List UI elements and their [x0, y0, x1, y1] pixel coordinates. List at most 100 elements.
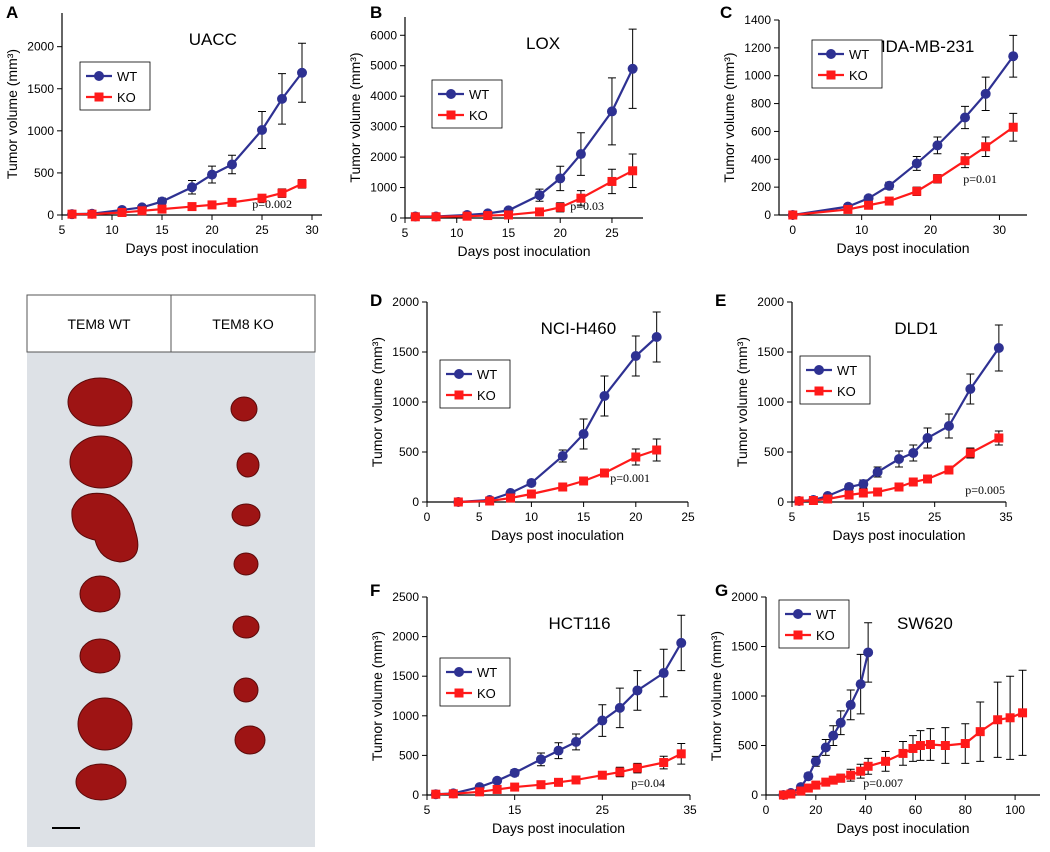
data-point [554, 777, 563, 787]
x-tick-label: 25 [605, 226, 619, 240]
chart-panel: D 0 500 1000 1500 2000 0 5 10 15 20 25 Days post ino… [369, 291, 695, 543]
data-point [227, 159, 237, 170]
data-point [778, 790, 788, 800]
panel-label: F [370, 581, 380, 600]
x-tick-label: 10 [855, 223, 869, 237]
x-tick-label: 15 [155, 223, 169, 237]
data-point [788, 210, 798, 220]
x-tick-label: 15 [508, 803, 522, 817]
data-point [117, 207, 127, 217]
legend-label: KO [837, 384, 856, 399]
data-point [526, 478, 537, 488]
y-tick-label: 0 [412, 788, 419, 802]
legend-label: WT [477, 367, 497, 382]
data-point [67, 209, 77, 219]
data-point [912, 186, 922, 196]
data-point [932, 140, 943, 151]
data-point [599, 391, 610, 401]
y-tick-label: 0 [777, 495, 784, 509]
legend-label: WT [477, 665, 497, 680]
legend-box [431, 79, 503, 129]
data-point [599, 468, 609, 478]
y-tick-label: 500 [399, 748, 419, 762]
legend-marker [446, 89, 456, 99]
data-point [297, 179, 307, 189]
photo-header-cell [170, 294, 316, 353]
panel-label: D [370, 291, 382, 310]
legend-label: KO [117, 90, 136, 105]
y-tick-label: 1400 [744, 13, 771, 27]
data-point [676, 637, 687, 648]
x-tick-label: 25 [928, 510, 942, 524]
legend-label: WT [816, 607, 836, 622]
x-tick-label: 100 [1005, 803, 1025, 817]
x-tick-label: 5 [59, 223, 66, 237]
data-point [628, 166, 638, 176]
y-tick-label: 1000 [392, 395, 419, 409]
y-tick-label: 2000 [392, 295, 419, 309]
legend-marker [826, 49, 836, 59]
data-point [975, 727, 985, 737]
chart-panel: G 0 500 1000 1500 2000 0 20 40 60 80 100 Days post i… [708, 581, 1040, 836]
y-axis-label: Tumor volume (mm³) [708, 631, 724, 761]
data-point [658, 668, 669, 679]
data-point [808, 496, 818, 505]
data-point [940, 741, 950, 750]
legend-label: WT [849, 47, 869, 62]
data-point [576, 193, 586, 203]
x-tick-label: 25 [596, 803, 610, 817]
y-tick-label: 5000 [370, 59, 397, 73]
data-point [607, 176, 617, 186]
x-tick-label: 20 [629, 510, 643, 524]
data-point [864, 200, 874, 210]
data-point [526, 489, 536, 499]
data-point [475, 787, 485, 797]
data-point [555, 173, 566, 184]
data-point [894, 482, 904, 492]
data-point [828, 730, 839, 741]
x-tick-label: 0 [763, 803, 770, 817]
chart-panel: F 0 500 1000 1500 2000 2500 5 15 25 35 Days post in… [369, 581, 697, 836]
data-point [960, 156, 970, 166]
data-point [571, 736, 582, 747]
data-point [207, 169, 217, 180]
x-tick-label: 20 [809, 803, 823, 817]
legend-marker [793, 609, 803, 619]
legend-marker [814, 386, 824, 396]
data-point [794, 496, 804, 506]
x-tick-label: 10 [105, 223, 119, 237]
data-point [1008, 51, 1019, 62]
data-point [845, 699, 856, 710]
x-tick-label: 25 [255, 223, 269, 237]
data-point [535, 754, 546, 765]
photo-column-label: TEM8 KO [212, 316, 274, 332]
data-point [881, 756, 891, 766]
panel-label: A [6, 3, 18, 22]
data-point [908, 743, 918, 753]
y-tick-label: 1200 [744, 41, 771, 55]
legend-label: KO [477, 686, 496, 701]
data-point [828, 775, 838, 785]
chart-title: NCI-H460 [541, 319, 617, 338]
legend-label: KO [469, 108, 488, 123]
data-point [614, 702, 625, 713]
x-tick-label: 35 [999, 510, 1013, 524]
y-tick-label: 0 [764, 208, 771, 222]
data-point [835, 717, 846, 728]
chart-panel: B 0 1000 2000 3000 4000 5000 6000 5 10 15 20 25 Days … [347, 3, 643, 259]
data-point [993, 343, 1004, 353]
y-tick-label: 400 [751, 152, 771, 166]
data-point [856, 766, 866, 776]
annotation: p=0.04 [631, 776, 665, 790]
x-tick-label: 0 [789, 223, 796, 237]
x-axis-label: Days post inoculation [832, 527, 965, 543]
y-tick-label: 0 [412, 495, 419, 509]
data-point [510, 782, 520, 792]
y-tick-label: 2000 [27, 40, 54, 54]
data-point [277, 188, 287, 198]
data-point [536, 780, 546, 790]
data-point [863, 761, 873, 771]
legend-label: KO [477, 388, 496, 403]
y-tick-label: 500 [34, 166, 54, 180]
data-point [863, 647, 874, 658]
